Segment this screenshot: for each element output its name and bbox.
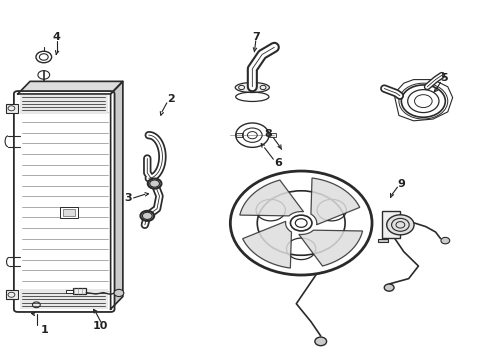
Polygon shape xyxy=(311,178,360,225)
Bar xyxy=(269,134,276,137)
FancyBboxPatch shape xyxy=(14,91,115,312)
Text: 1: 1 xyxy=(41,325,49,335)
Bar xyxy=(20,289,108,309)
Polygon shape xyxy=(18,81,123,94)
Text: 2: 2 xyxy=(167,94,174,104)
Bar xyxy=(60,207,77,218)
Circle shape xyxy=(114,289,124,297)
Text: 5: 5 xyxy=(441,73,448,83)
Text: 6: 6 xyxy=(274,158,282,168)
Polygon shape xyxy=(111,81,123,309)
Bar xyxy=(66,290,73,293)
Text: 4: 4 xyxy=(53,32,61,41)
Circle shape xyxy=(384,284,394,291)
Bar xyxy=(20,94,108,114)
Bar xyxy=(63,209,74,216)
Text: 10: 10 xyxy=(93,321,109,331)
Bar xyxy=(236,134,243,137)
Polygon shape xyxy=(240,180,303,216)
Circle shape xyxy=(141,211,154,221)
Text: 7: 7 xyxy=(252,32,260,41)
Bar xyxy=(382,211,400,238)
Bar xyxy=(73,288,86,294)
Circle shape xyxy=(387,215,414,235)
Bar xyxy=(5,291,18,299)
Circle shape xyxy=(148,179,161,189)
Polygon shape xyxy=(243,221,292,268)
Bar xyxy=(378,239,388,242)
Polygon shape xyxy=(299,230,363,266)
Text: 3: 3 xyxy=(124,193,131,203)
Ellipse shape xyxy=(235,82,270,93)
Text: 9: 9 xyxy=(397,179,405,189)
Text: 8: 8 xyxy=(265,129,272,139)
Circle shape xyxy=(315,337,327,346)
Circle shape xyxy=(441,237,450,244)
Bar xyxy=(5,104,18,113)
